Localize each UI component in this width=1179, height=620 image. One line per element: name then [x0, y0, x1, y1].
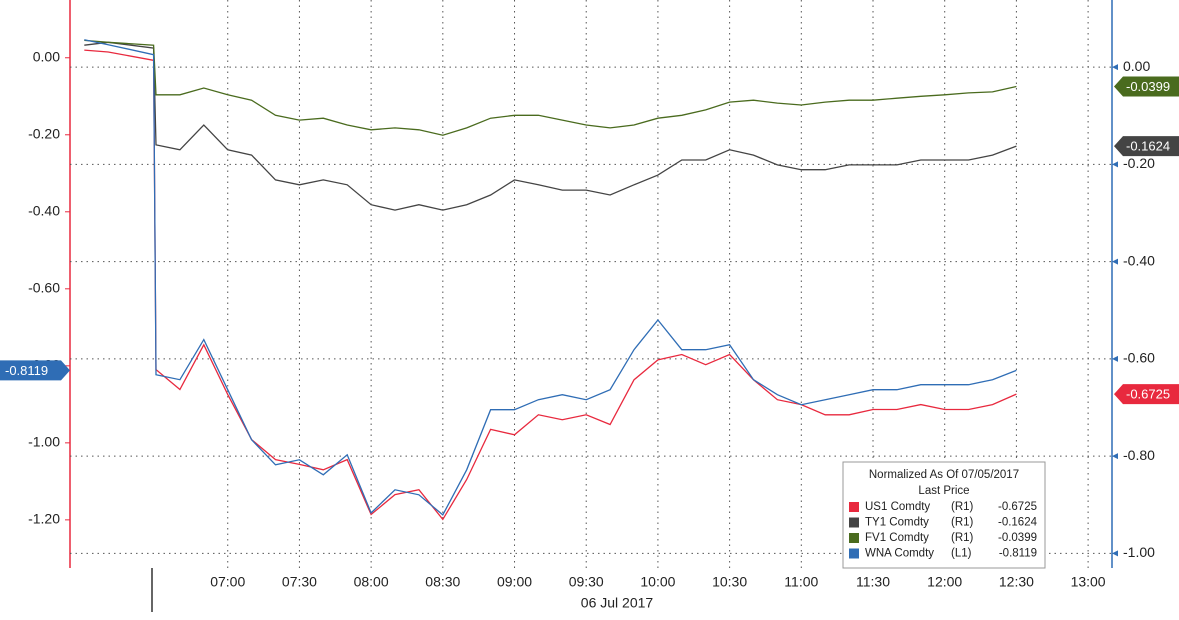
series-line: [84, 39, 1017, 516]
y-tick-label: -0.60: [28, 280, 60, 296]
legend-name: FV1 Comdty: [865, 532, 929, 544]
tag-label: -0.8119: [5, 363, 48, 378]
tag-label: -0.0399: [1126, 79, 1170, 94]
x-tick-label: 13:00: [1071, 574, 1106, 590]
legend-value: -0.8119: [999, 548, 1037, 560]
y-tick-label: -1.00: [28, 434, 60, 450]
legend: Normalized As Of 07/05/2017 Last Price US1…: [842, 461, 1046, 569]
y2-tick: [1112, 550, 1118, 557]
x-tick-label: 07:00: [210, 574, 245, 590]
x-tick-label: 12:00: [927, 574, 962, 590]
y2-tick-label: 0.00: [1123, 58, 1150, 74]
y2-tick-label: -0.60: [1123, 350, 1155, 366]
x-tick-label: 11:00: [784, 574, 818, 590]
legend-axis: (R1): [951, 517, 974, 529]
tag-shape: [0, 360, 70, 381]
x-tick-label: 08:30: [425, 574, 460, 590]
series-line: [84, 41, 1017, 211]
y2-tick: [1112, 64, 1118, 71]
legend-swatch: [849, 548, 859, 559]
legend-box: [842, 461, 1046, 569]
tag-shape: [1114, 136, 1179, 157]
y2-tick: [1112, 258, 1118, 265]
legend-axis: (R1): [951, 501, 974, 513]
y2-tick: [1112, 161, 1118, 168]
y-tick-label: -0.40: [28, 202, 60, 218]
legend-value: -0.0399: [998, 532, 1037, 544]
tag-shape: [1114, 384, 1179, 405]
tag-label: -0.1624: [1126, 139, 1170, 154]
tag-label: -0.6725: [1126, 387, 1170, 402]
x-axis-label: 06 Jul 2017: [581, 595, 654, 611]
y2-tick-label: -0.40: [1123, 252, 1155, 268]
legend-name: US1 Comdty: [865, 501, 930, 513]
last-value-tag: -0.0399: [1114, 76, 1179, 97]
x-tick-label: 10:00: [640, 574, 675, 590]
legend-subtitle: Last Price: [918, 485, 969, 497]
tag-shape: [1114, 76, 1179, 97]
y-tick-label: 0.00: [33, 48, 60, 64]
legend-axis: (R1): [951, 532, 974, 544]
legend-value: -0.6725: [998, 501, 1037, 513]
last-value-tag: -0.1624: [1114, 136, 1179, 157]
series-line: [84, 49, 1017, 521]
y2-tick: [1112, 355, 1118, 362]
x-tick-label: 09:00: [497, 574, 532, 590]
y-tick-label: -1.20: [28, 511, 60, 527]
x-tick-label: 07:30: [282, 574, 317, 590]
x-tick-label: 09:30: [569, 574, 604, 590]
legend-name: TY1 Comdty: [865, 517, 929, 529]
legend-axis: (L1): [951, 548, 972, 560]
legend-swatch: [849, 517, 859, 528]
legend-title: Normalized As Of 07/05/2017: [869, 469, 1019, 481]
last-value-tag: -0.6725: [1114, 384, 1179, 405]
legend-swatch: [849, 502, 859, 512]
y2-tick-label: -1.00: [1123, 544, 1155, 560]
y2-tick-label: -0.20: [1123, 155, 1155, 171]
legend-swatch: [849, 533, 859, 543]
x-tick-label: 10:30: [712, 574, 747, 590]
legend-value: -0.1624: [998, 517, 1038, 529]
y2-tick: [1112, 453, 1118, 460]
x-tick-label: 08:00: [354, 574, 389, 590]
x-tick-label: 11:30: [856, 574, 890, 590]
y2-tick-label: -0.80: [1123, 447, 1155, 463]
legend-name: WNA Comdty: [865, 548, 934, 560]
series-line: [84, 39, 1017, 136]
x-tick-label: 12:30: [999, 574, 1034, 590]
last-value-tag: -0.8119: [0, 360, 70, 381]
y-tick-label: -0.20: [28, 125, 60, 141]
